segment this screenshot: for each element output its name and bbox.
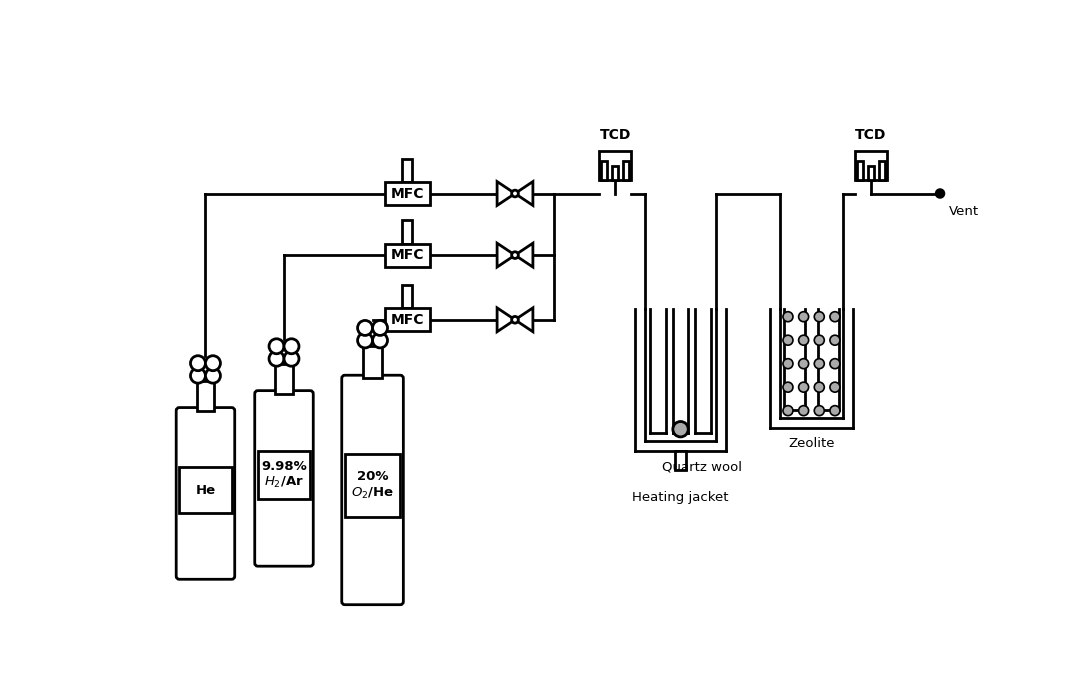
Polygon shape bbox=[515, 308, 532, 332]
Polygon shape bbox=[497, 181, 515, 206]
Bar bbox=[675, 451, 687, 471]
Text: Vent: Vent bbox=[949, 205, 980, 218]
Text: Quartz wool: Quartz wool bbox=[662, 460, 742, 473]
Bar bbox=[868, 166, 874, 181]
Circle shape bbox=[783, 406, 793, 416]
Circle shape bbox=[814, 382, 824, 392]
Circle shape bbox=[798, 382, 809, 392]
Circle shape bbox=[512, 316, 518, 323]
Text: 9.98%
$H_2$/Ar: 9.98% $H_2$/Ar bbox=[261, 460, 307, 490]
Circle shape bbox=[783, 382, 793, 392]
Circle shape bbox=[190, 356, 205, 370]
Circle shape bbox=[190, 368, 205, 383]
Circle shape bbox=[284, 351, 299, 366]
Bar bbox=[258, 451, 310, 499]
Text: Zeolite: Zeolite bbox=[788, 437, 835, 450]
Circle shape bbox=[798, 311, 809, 322]
Circle shape bbox=[357, 333, 373, 348]
Text: MFC: MFC bbox=[391, 313, 424, 327]
Circle shape bbox=[783, 311, 793, 322]
Circle shape bbox=[373, 333, 388, 348]
Circle shape bbox=[512, 252, 518, 259]
Circle shape bbox=[814, 335, 824, 345]
Text: TCD: TCD bbox=[599, 128, 631, 142]
Polygon shape bbox=[497, 243, 515, 267]
Circle shape bbox=[205, 356, 220, 370]
Circle shape bbox=[373, 320, 388, 336]
Text: He: He bbox=[195, 484, 216, 497]
Bar bbox=[878, 161, 885, 181]
FancyBboxPatch shape bbox=[176, 407, 234, 579]
Bar bbox=[384, 309, 430, 332]
Circle shape bbox=[798, 406, 809, 416]
Polygon shape bbox=[497, 308, 515, 332]
Bar bbox=[384, 182, 430, 205]
Bar bbox=[275, 364, 293, 393]
Text: 20%
$O_2$/He: 20% $O_2$/He bbox=[351, 471, 394, 500]
Circle shape bbox=[269, 351, 284, 366]
FancyBboxPatch shape bbox=[341, 375, 403, 605]
Circle shape bbox=[205, 368, 220, 383]
Circle shape bbox=[798, 359, 809, 368]
Circle shape bbox=[783, 359, 793, 368]
Bar bbox=[345, 455, 401, 517]
Circle shape bbox=[269, 338, 284, 354]
Circle shape bbox=[829, 382, 840, 392]
Bar bbox=[600, 161, 607, 181]
Circle shape bbox=[936, 190, 944, 197]
Circle shape bbox=[814, 359, 824, 368]
Bar bbox=[856, 161, 863, 181]
Text: MFC: MFC bbox=[391, 248, 424, 262]
Circle shape bbox=[798, 335, 809, 345]
Circle shape bbox=[814, 311, 824, 322]
Bar bbox=[402, 220, 413, 243]
Circle shape bbox=[357, 320, 373, 336]
Circle shape bbox=[814, 406, 824, 416]
Circle shape bbox=[783, 335, 793, 345]
Bar bbox=[197, 382, 214, 411]
Bar bbox=[402, 159, 413, 182]
FancyBboxPatch shape bbox=[255, 391, 313, 566]
Bar bbox=[612, 166, 618, 181]
Circle shape bbox=[512, 190, 518, 197]
Bar bbox=[623, 161, 630, 181]
Bar bbox=[179, 467, 231, 514]
Circle shape bbox=[829, 311, 840, 322]
Circle shape bbox=[829, 406, 840, 416]
Circle shape bbox=[829, 359, 840, 368]
Bar bbox=[854, 151, 887, 181]
Text: TCD: TCD bbox=[855, 128, 887, 142]
Polygon shape bbox=[515, 243, 532, 267]
Circle shape bbox=[829, 335, 840, 345]
Bar bbox=[599, 151, 632, 181]
Circle shape bbox=[284, 338, 299, 354]
Text: MFC: MFC bbox=[391, 186, 424, 201]
Bar bbox=[384, 243, 430, 267]
Bar bbox=[363, 346, 382, 378]
Text: Heating jacket: Heating jacket bbox=[632, 491, 729, 504]
Polygon shape bbox=[515, 181, 532, 206]
Bar bbox=[402, 285, 413, 309]
Circle shape bbox=[673, 421, 688, 437]
